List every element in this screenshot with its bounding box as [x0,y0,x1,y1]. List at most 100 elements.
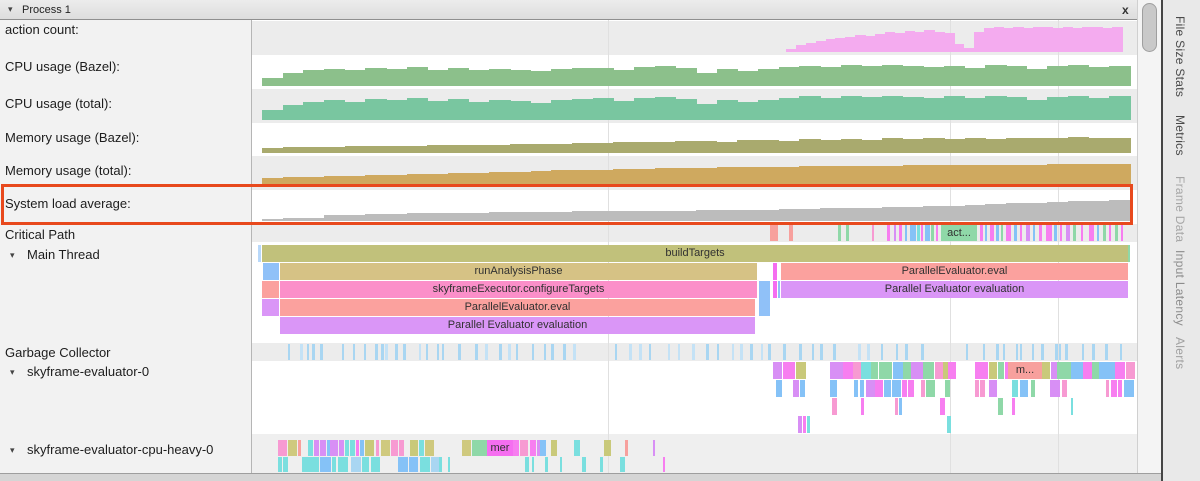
trace-slice[interactable] [1020,225,1022,241]
trace-slice[interactable] [1050,380,1060,397]
evaluator-0-row-1[interactable] [0,380,1137,397]
tab-alerts[interactable]: Alerts [1173,337,1187,370]
trace-slice[interactable] [731,344,735,360]
trace-slice[interactable] [984,362,989,379]
trace-slice[interactable] [861,398,864,415]
trace-slice[interactable] [1046,225,1052,241]
trace-slice[interactable] [996,344,999,360]
trace-slice[interactable] [980,380,986,397]
trace-slice[interactable] [314,440,320,456]
trace-slice[interactable] [901,380,907,397]
trace-slice-ParallelEvaluatorevaluation[interactable]: Parallel Evaluator evaluation [280,317,755,334]
trace-slice[interactable] [355,440,359,456]
trace-slice[interactable] [359,440,365,456]
trace-slice[interactable] [934,362,943,379]
trace-slice[interactable] [562,344,566,360]
trace-slice[interactable] [904,344,908,360]
trace-slice[interactable] [1066,225,1070,241]
trace-slice-ParallelEvaluatoreval[interactable]: ParallelEvaluator.eval [781,263,1128,280]
trace-slice[interactable] [262,299,279,316]
trace-slice[interactable] [1062,380,1067,397]
trace-slice[interactable] [320,344,323,360]
tab-metrics[interactable]: Metrics [1173,115,1187,156]
trace-slice[interactable] [867,344,871,360]
trace-slice[interactable] [537,440,541,456]
trace-slice[interactable] [458,344,461,360]
trace-slice[interactable] [988,380,998,397]
trace-slice[interactable] [677,344,681,360]
trace-slice[interactable] [1128,245,1130,262]
trace-slice[interactable] [600,457,603,472]
trace-slice[interactable] [846,225,849,241]
trace-slice[interactable] [908,380,914,397]
trace-slice[interactable] [448,457,450,472]
trace-slice[interactable] [639,344,642,360]
trace-slice[interactable] [337,457,349,472]
trace-slice[interactable] [1082,344,1085,360]
trace-slice[interactable] [820,344,823,360]
trace-slice[interactable] [1105,380,1109,397]
trace-slice[interactable] [1109,225,1111,241]
trace-slice[interactable] [258,245,261,262]
trace-slice[interactable] [431,457,440,472]
trace-slice[interactable] [498,344,502,360]
trace-slice[interactable] [262,281,279,298]
trace-slice[interactable] [1041,344,1044,360]
trace-slice[interactable] [648,344,651,360]
trace-slice[interactable] [1031,344,1035,360]
trace-slice[interactable] [798,416,802,433]
trace-slice[interactable] [837,362,843,379]
trace-slice[interactable] [1097,225,1099,241]
trace-slice[interactable] [418,440,424,456]
trace-slice[interactable] [803,416,806,433]
trace-slice[interactable] [807,416,810,433]
trace-slice[interactable] [370,457,380,472]
trace-slice[interactable] [1019,380,1029,397]
counter-chart-system-load-average[interactable] [0,190,1137,224]
trace-slice[interactable] [903,362,911,379]
trace-slice[interactable] [1006,225,1011,241]
trace-slice[interactable] [1026,225,1030,241]
counter-chart-cpu-usage-bazel[interactable] [0,55,1137,89]
trace-slice[interactable] [485,344,488,360]
trace-slice[interactable] [858,344,862,360]
trace-slice[interactable] [773,281,777,298]
trace-slice[interactable] [550,344,554,360]
trace-slice[interactable] [948,362,957,379]
trace-slice[interactable] [843,362,853,379]
trace-slice[interactable] [1092,362,1099,379]
trace-slice[interactable] [965,344,969,360]
trace-slice[interactable] [1070,398,1074,415]
trace-slice[interactable] [306,344,310,360]
trace-slice[interactable] [398,457,409,472]
trace-slice[interactable] [749,344,753,360]
trace-slice[interactable] [475,344,478,360]
trace-slice[interactable] [1092,344,1095,360]
trace-slice[interactable] [975,380,979,397]
trace-slice[interactable] [898,398,903,415]
trace-slice-mer[interactable]: mer [487,440,513,456]
trace-slice[interactable] [782,362,796,379]
trace-slice[interactable] [985,225,987,241]
trace-slice[interactable] [861,362,871,379]
close-icon[interactable]: x [1122,3,1129,17]
trace-slice[interactable] [716,344,720,360]
trace-slice[interactable] [1089,225,1094,241]
trace-slice[interactable] [990,225,994,241]
trace-slice[interactable] [895,398,899,415]
trace-slice[interactable] [783,344,786,360]
trace-slice[interactable] [692,344,695,360]
trace-slice[interactable] [515,344,518,360]
trace-slice[interactable] [625,440,628,456]
trace-slice[interactable] [770,225,778,241]
trace-slice[interactable] [530,440,536,456]
trace-slice[interactable] [532,457,534,472]
trace-slice[interactable] [282,457,289,472]
trace-slice[interactable] [929,362,935,379]
trace-slice[interactable] [1055,344,1058,360]
trace-slice[interactable] [560,457,562,472]
trace-slice[interactable] [311,344,315,360]
trace-slice[interactable] [1111,380,1118,397]
trace-slice-ParallelEvaluatorevaluation[interactable]: Parallel Evaluator evaluation [781,281,1128,298]
trace-slice[interactable] [1083,362,1092,379]
